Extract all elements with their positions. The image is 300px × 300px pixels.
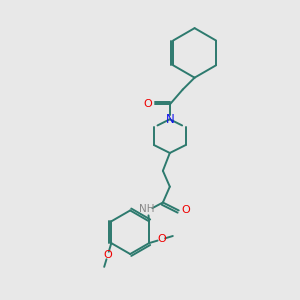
Text: NH: NH: [139, 204, 155, 214]
Text: O: O: [181, 206, 190, 215]
Text: N: N: [165, 113, 174, 126]
Text: O: O: [103, 250, 112, 260]
Text: O: O: [144, 99, 152, 110]
Text: O: O: [157, 234, 166, 244]
